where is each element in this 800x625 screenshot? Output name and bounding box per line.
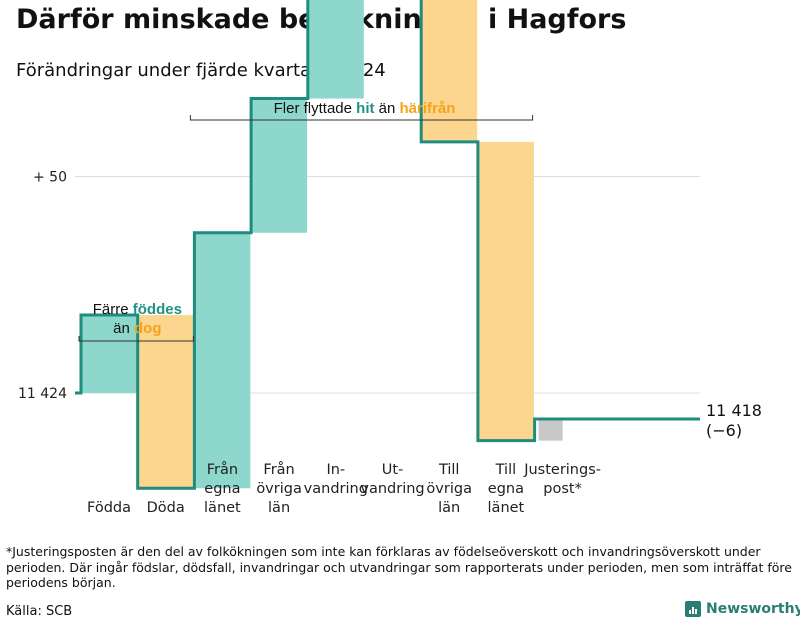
footnote: *Justeringsposten är den del av folkökni… [6,544,792,590]
end-change: (−6) [706,421,742,440]
category-label: Ut-vandring [360,462,424,497]
bars [81,0,563,489]
bar [477,141,534,441]
y-tick-label: 11 424 [18,386,67,402]
bar [251,98,308,233]
end-value-label: 11 418(−6) [706,401,762,440]
bar [538,418,563,441]
source-label: Källa: SCB [6,604,73,619]
waterfall-chart: 11 424+ 50+100 FöddaDödaFrånegnalänetFrå… [18,0,762,516]
category-label: Från egna länet [204,461,241,516]
category-label: Födda [87,500,131,516]
chart-subtitle: Förändringar under fjärde kvartalet 2024 [16,60,386,81]
category-labels: Födda Döda Från egna länet Från övriga länIn-va… [87,461,601,516]
category-label: Från övriga län [256,461,302,516]
bar [194,232,251,489]
annotation-born: Färre föddes än dog [93,301,182,337]
step-line [75,0,700,490]
annotations: Färre föddes än dog Fler flyttade hit än h… [78,100,534,342]
bar [421,0,478,142]
category-label: In-vandring [304,462,368,497]
newsworthy-icon [685,601,701,617]
bracket [189,115,534,121]
y-tick-label: + 50 [33,170,67,186]
bracket [78,336,194,342]
category-label: Till egna länet [488,462,525,516]
brand-name: Newsworthy [706,601,800,617]
category-label: Döda [147,500,185,516]
category-label: Justerings-post* [523,462,601,497]
bar [307,0,364,99]
end-value: 11 418 [706,401,762,420]
bar [137,315,194,489]
y-tick-labels: 11 424+ 50+100 [18,170,67,403]
annotation-moved: Fler flyttade hit än härifrån [274,100,456,117]
brand-logo[interactable]: Newsworthy [685,601,800,617]
bar [81,315,137,393]
category-label: Till övriga län [426,462,472,516]
step-line-path [75,0,700,490]
